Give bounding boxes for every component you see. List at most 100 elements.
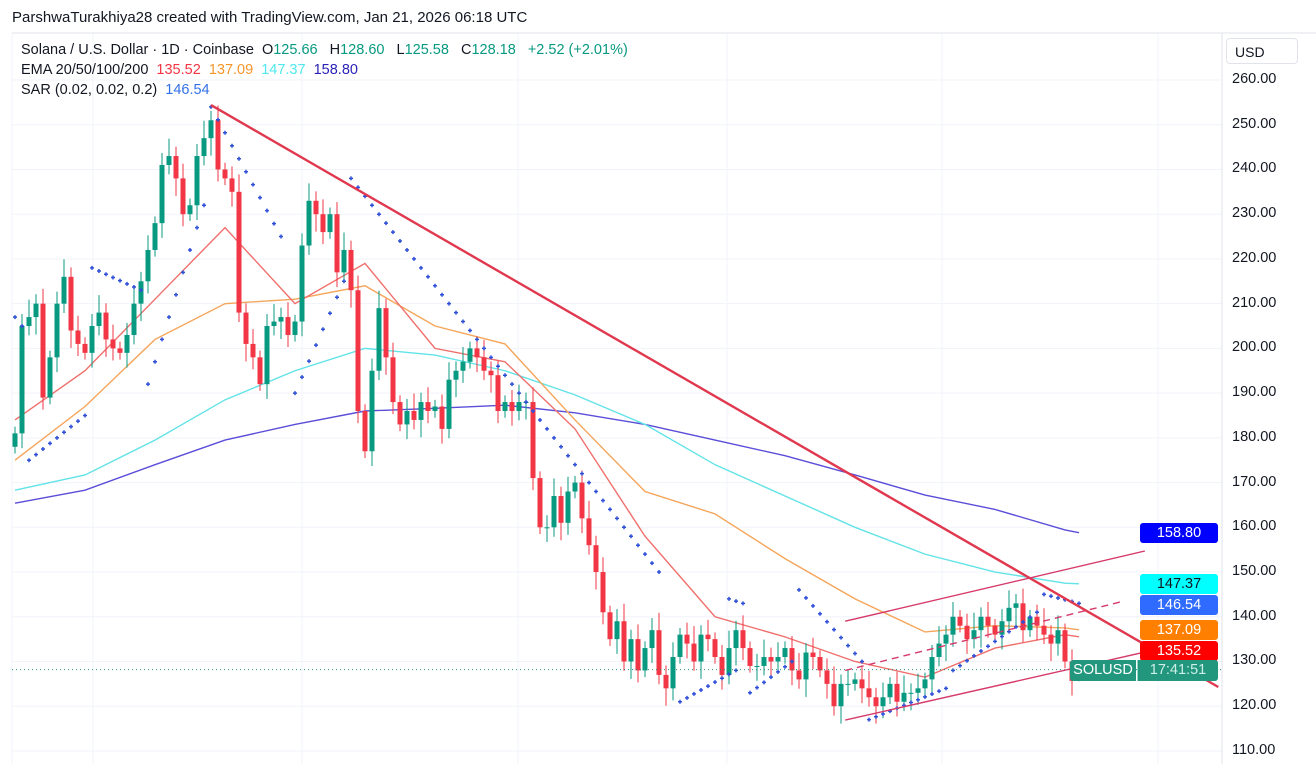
sar-dot	[741, 601, 745, 606]
sar-legend[interactable]: SAR (0.02, 0.02, 0.2) 146.54	[21, 82, 214, 98]
candle-down	[82, 343, 88, 353]
sar-dot	[1049, 594, 1053, 599]
sar-dot	[972, 653, 976, 658]
sar-dot	[853, 651, 857, 656]
sar-dot	[321, 327, 325, 332]
candle-up	[978, 616, 984, 631]
sar-dot	[300, 375, 304, 380]
sar-dot	[258, 195, 262, 200]
candle-down	[383, 308, 389, 358]
price-tick: 230.00	[1232, 205, 1277, 222]
sar-value: 146.54	[165, 82, 210, 98]
sar-dot	[951, 668, 955, 673]
candle-up	[516, 402, 522, 412]
candle-up	[845, 683, 851, 685]
sar-dot	[111, 275, 115, 280]
candle-down	[1041, 625, 1047, 635]
candle-down	[180, 178, 186, 215]
price-tick: 170.00	[1232, 473, 1277, 490]
price-tick: 190.00	[1232, 384, 1277, 401]
sar-dot	[1028, 615, 1032, 620]
candle-up	[152, 223, 158, 250]
sar-dot	[90, 265, 94, 270]
symbol-legend[interactable]: Solana / U.S. Dollar · 1D · Coinbase O12…	[21, 42, 632, 58]
candle-down	[362, 411, 368, 452]
candle-down	[719, 657, 725, 675]
sar-dot	[699, 688, 703, 693]
sar-dot	[265, 208, 269, 213]
candle-down	[481, 357, 487, 371]
sar-dot	[223, 130, 227, 135]
sar-dot	[307, 359, 311, 364]
candle-up	[936, 643, 942, 658]
candle-up	[880, 697, 886, 707]
currency-selector[interactable]: USD	[1226, 38, 1298, 64]
candle-up	[803, 652, 809, 680]
sar-dot	[678, 699, 682, 704]
sar-dot	[475, 337, 479, 342]
sar-dot	[69, 424, 73, 429]
candle-down	[488, 370, 494, 376]
sar-dot	[846, 643, 850, 648]
sar-dot	[727, 596, 731, 601]
sar-dot	[615, 516, 619, 521]
sar-dot	[545, 426, 549, 431]
price-tick: 180.00	[1232, 428, 1277, 445]
candle-down	[257, 357, 263, 385]
candle-up	[649, 630, 655, 649]
sar-dot	[692, 691, 696, 696]
sar-dot	[244, 169, 248, 174]
candle-up	[446, 379, 452, 429]
candle-down	[705, 634, 711, 640]
sar-dot	[818, 611, 822, 616]
candle-up	[628, 639, 634, 662]
candle-down	[1048, 634, 1054, 644]
candle-up	[999, 621, 1005, 635]
sar-dot	[930, 692, 934, 697]
sar-dot	[552, 435, 556, 440]
candle-down	[411, 411, 417, 420]
candle-up	[551, 495, 557, 528]
candle-down	[957, 616, 963, 626]
candle-down	[355, 290, 361, 412]
sar-dot	[811, 603, 815, 608]
sar-dot	[594, 489, 598, 494]
candle-up	[901, 692, 907, 702]
candle-down	[537, 478, 543, 528]
candle-down	[250, 343, 256, 358]
candle-up	[754, 665, 760, 667]
sar-dot	[860, 659, 864, 664]
sar-dot	[125, 281, 129, 286]
candle-down	[215, 120, 221, 170]
price-tick: 140.00	[1232, 607, 1277, 624]
ema100-line	[14, 347, 1080, 585]
candle-up	[915, 688, 921, 693]
sar-dot	[188, 247, 192, 252]
sar-dot	[503, 373, 507, 378]
candle-up	[327, 214, 333, 233]
sar-dot	[727, 672, 731, 677]
sar-dot	[993, 639, 997, 644]
downtrend-trendline	[210, 104, 1219, 689]
candle-up	[166, 156, 172, 165]
ema-label: EMA 20/50/100/200	[21, 62, 149, 78]
candle-down	[348, 249, 354, 291]
sar-dot	[419, 265, 423, 270]
sar-dot	[62, 430, 66, 435]
sar-dot	[349, 176, 353, 181]
price-tick: 120.00	[1232, 697, 1277, 714]
candle-down	[712, 639, 718, 658]
ema-legend[interactable]: EMA 20/50/100/200 135.52 137.09 147.37 1…	[21, 62, 362, 78]
sar-dot	[461, 319, 465, 324]
candle-down	[740, 630, 746, 649]
price-tick: 220.00	[1232, 249, 1277, 266]
candle-up	[467, 348, 473, 362]
candle-down	[173, 156, 179, 179]
change-value: +2.52 (+2.01%)	[527, 42, 628, 58]
candle-down	[768, 657, 774, 662]
candle-down	[439, 406, 445, 429]
candle-up	[404, 411, 410, 425]
sar-dot	[132, 285, 136, 290]
candle-up	[19, 326, 25, 434]
